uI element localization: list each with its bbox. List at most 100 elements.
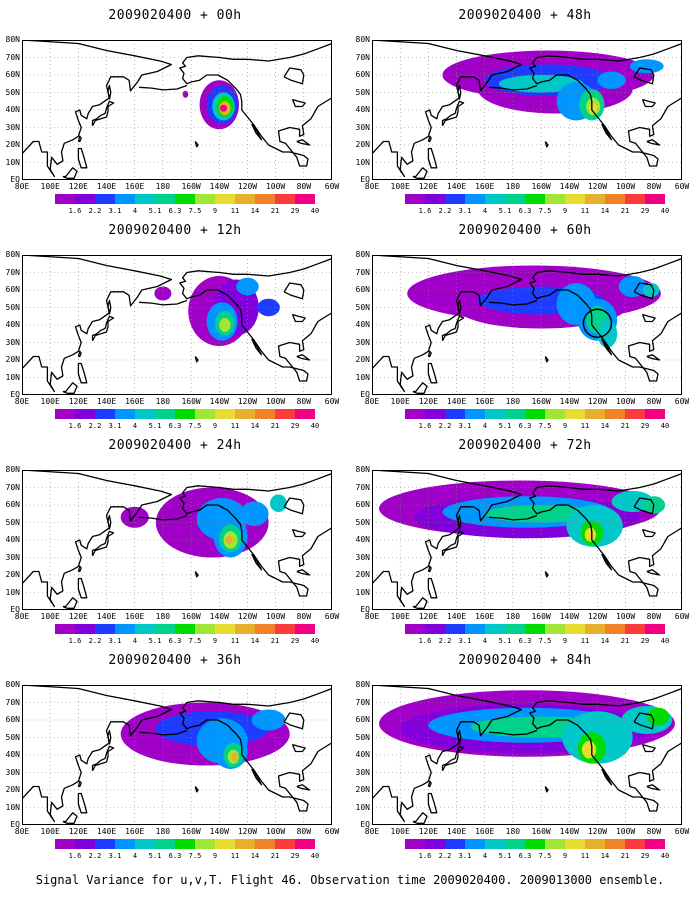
colorbar-label: 5.1 [148, 852, 162, 860]
coastline [601, 338, 613, 356]
coastline [633, 497, 655, 515]
coastline [107, 84, 112, 100]
coastline [77, 577, 88, 599]
longitude-label: 60W [324, 182, 340, 191]
colorbar-label: 14 [250, 422, 260, 430]
variance-contour [219, 318, 231, 332]
coastline [291, 98, 306, 108]
longitude-label: 100W [615, 397, 636, 406]
figure-caption: Signal Variance for u,v,T. Flight 46. Ob… [35, 873, 665, 887]
colorbar-swatch [75, 194, 95, 204]
colorbar-label: 21 [270, 852, 280, 860]
latitude-label: 70N [5, 52, 20, 62]
colorbar-swatch [75, 409, 95, 419]
coastline [544, 356, 549, 363]
longitude-label: 100W [265, 397, 286, 406]
latitude-label: 10N [355, 587, 370, 597]
coastline [488, 729, 538, 736]
longitude-label: 140W [559, 397, 579, 406]
longitude-label: 120E [418, 612, 438, 621]
longitude-label: 120E [418, 827, 438, 836]
colorbar-swatch [545, 839, 565, 849]
colorbar-label: 14 [600, 852, 610, 860]
colorbar-swatch [195, 409, 215, 419]
longitude-label: 160E [475, 397, 495, 406]
colorbar-label: 1.6 [418, 637, 432, 645]
map-panel: 2009020400 + 84h 80N 70N 60N 50N 40N 30N 20N 10N… [350, 645, 700, 860]
colorbar-swatch [525, 194, 545, 204]
latitude-label: 10N [355, 802, 370, 812]
coastline [633, 282, 655, 300]
longitude-label: 100E [40, 612, 60, 621]
panel-title: 2009020400 + 00h [108, 8, 242, 23]
colorbar-swatch [135, 839, 155, 849]
colorbar-label: 9 [212, 207, 218, 215]
colorbar-label: 5.1 [148, 637, 162, 645]
colorbar-swatch [505, 194, 525, 204]
longitude-label: 180 [155, 612, 171, 621]
latitude-label: 40N [355, 750, 370, 759]
longitude-label: 120W [587, 612, 608, 621]
colorbar-label: 1.6 [68, 422, 82, 430]
colorbar-swatch [235, 839, 255, 849]
colorbar-label: 1.6 [68, 852, 82, 860]
map-panel: 2009020400 + 24h 80N 70N 60N 50N 40N 30N 20N 10N… [0, 430, 350, 645]
colorbar-label: 29 [290, 852, 300, 860]
longitude-label: 100W [615, 827, 636, 836]
colorbar-swatch [405, 194, 425, 204]
colorbar-swatch [195, 624, 215, 634]
latitude-label: 50N [355, 517, 370, 527]
colorbar-swatch [115, 194, 135, 204]
longitude-label: 160E [125, 827, 145, 836]
colorbar-swatch [255, 194, 275, 204]
longitude-label: 140W [209, 397, 229, 406]
colorbar-swatch [605, 839, 625, 849]
colorbar-label: 5.1 [498, 207, 512, 215]
colorbar-label: 14 [250, 852, 260, 860]
colorbar-label: 5.1 [498, 852, 512, 860]
longitude-label: 160E [125, 182, 145, 191]
latitude-label: 70N [5, 697, 20, 707]
longitude-label: 80W [296, 612, 312, 621]
colorbar-label: 6.3 [518, 422, 532, 430]
latitude-label: 60N [355, 70, 370, 79]
longitude-label: 140E [96, 182, 117, 191]
colorbar-label: 21 [620, 207, 630, 215]
latitude-label: 60N [5, 285, 20, 294]
latitude-label: 20N [5, 570, 20, 579]
coastline [646, 139, 661, 146]
coastline [77, 350, 82, 358]
latitude-label: 40N [5, 750, 20, 759]
colorbar-swatch [565, 194, 585, 204]
coastline [138, 299, 188, 306]
coastline [194, 141, 199, 148]
coastline [91, 530, 115, 557]
longitude-label: 100E [40, 827, 60, 836]
coastline [77, 147, 88, 169]
map-plot [372, 255, 682, 395]
colorbar-label: 14 [250, 637, 260, 645]
colorbar-label: 40 [660, 852, 670, 860]
colorbar-swatch [425, 409, 445, 419]
variance-contour [236, 277, 259, 296]
coastline [77, 565, 82, 573]
latitude-label: 80N [5, 465, 20, 474]
longitude-label: 80W [646, 397, 662, 406]
longitude-label: 160W [531, 397, 551, 406]
map-plot [22, 40, 332, 180]
longitude-label: 180 [505, 827, 521, 836]
colorbar-swatch [585, 409, 605, 419]
colorbar [55, 839, 315, 849]
colorbar-swatch [505, 839, 525, 849]
longitude-label: 180 [155, 182, 171, 191]
colorbar [55, 624, 315, 634]
target-circle [582, 308, 613, 338]
coastline [488, 514, 538, 521]
variance-contour [618, 276, 647, 297]
colorbar-label: 3.1 [108, 422, 122, 430]
colorbar-label: 14 [600, 637, 610, 645]
colorbar-label: 21 [270, 422, 280, 430]
longitude-label: 80E [364, 397, 380, 406]
longitude-label: 160W [181, 612, 201, 621]
colorbar-swatch [75, 624, 95, 634]
